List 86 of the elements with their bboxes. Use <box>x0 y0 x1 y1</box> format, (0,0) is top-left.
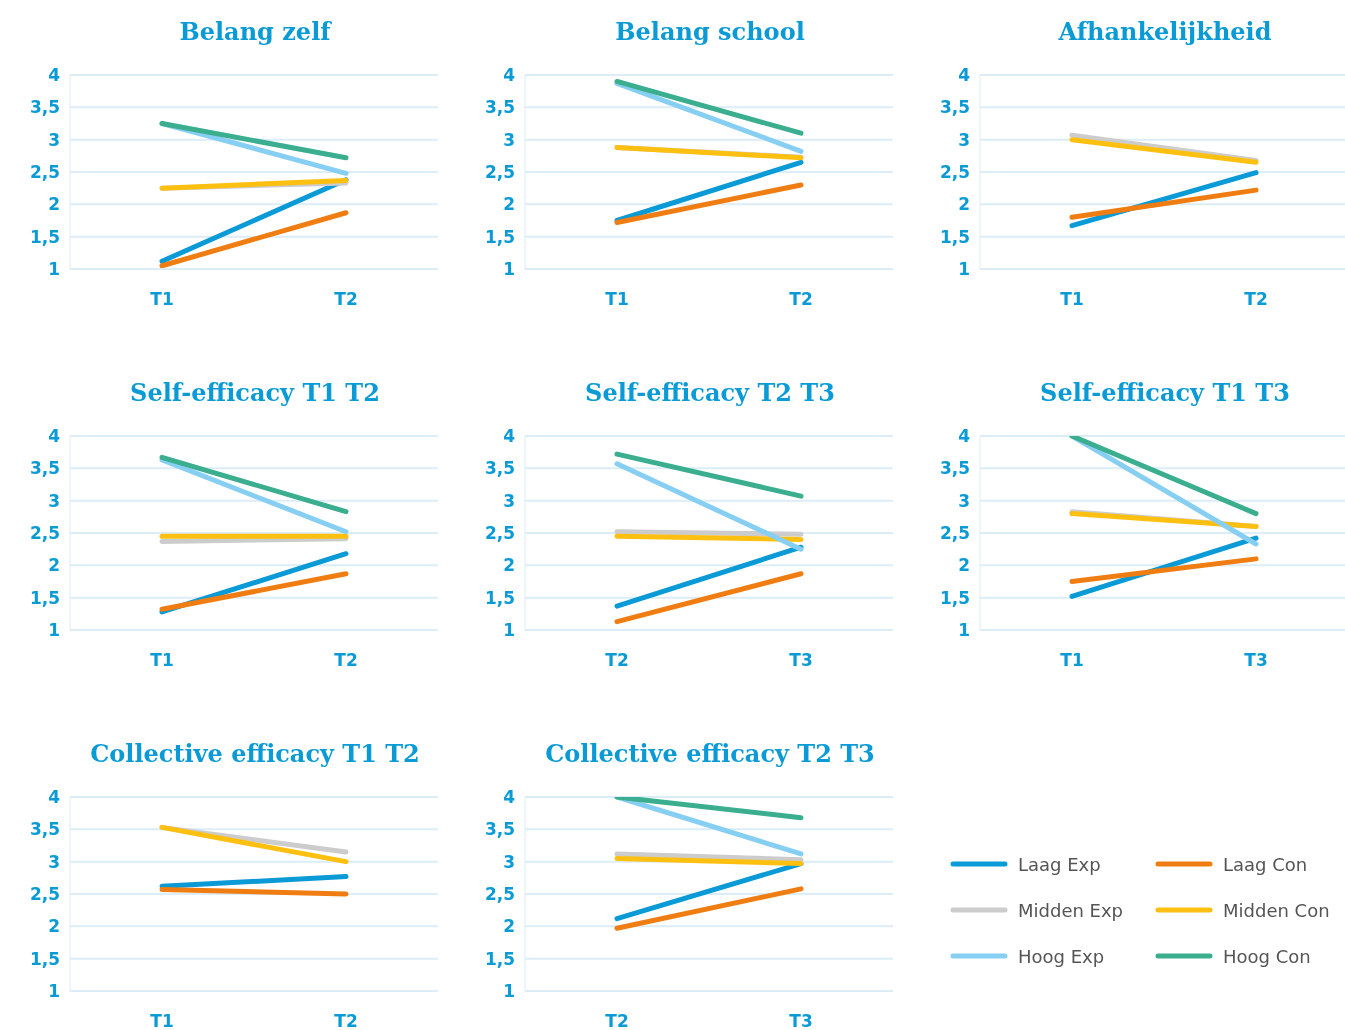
legend-label: Midden Con <box>1223 899 1330 921</box>
y-tick-label: 3,5 <box>484 97 515 118</box>
x-tick-label: T2 <box>605 650 629 671</box>
chart-title: Collective efficacy T2 T3 <box>544 737 876 770</box>
y-tick-label: 1 <box>503 620 515 641</box>
x-tick-label: T3 <box>789 650 813 671</box>
x-tick-label: T2 <box>334 650 358 671</box>
y-tick-label: 1,5 <box>939 226 970 247</box>
x-tick-label: T1 <box>605 289 629 310</box>
y-tick-label: 2 <box>958 194 970 215</box>
y-tick-label: 3 <box>48 129 60 150</box>
y-tick-label: 3 <box>48 851 60 872</box>
y-tick-label: 2,5 <box>939 523 970 544</box>
y-tick-label: 4 <box>958 426 971 447</box>
y-tick-label: 3 <box>503 851 515 872</box>
y-tick-label: 3 <box>503 129 515 150</box>
x-tick-label: T3 <box>1244 650 1268 671</box>
x-tick-label: T3 <box>789 1011 813 1030</box>
y-tick-label: 4 <box>48 426 61 447</box>
y-tick-label: 2,5 <box>29 162 60 183</box>
y-tick-label: 2,5 <box>29 523 60 544</box>
y-tick-label: 3,5 <box>29 458 60 479</box>
legend-label: Hoog Exp <box>1018 945 1105 967</box>
chart-title: Self-efficacy T1 T3 <box>1039 376 1291 409</box>
y-tick-label: 2,5 <box>484 162 515 183</box>
y-tick-label: 1,5 <box>939 587 970 608</box>
y-tick-label: 2,5 <box>939 162 970 183</box>
y-tick-label: 2 <box>503 194 515 215</box>
x-tick-label: T1 <box>150 1011 174 1030</box>
y-tick-label: 2 <box>503 916 515 937</box>
legend-label: Hoog Con <box>1223 945 1311 967</box>
y-tick-label: 2 <box>958 555 970 576</box>
y-tick-label: 4 <box>503 787 516 808</box>
y-tick-label: 1,5 <box>484 948 515 969</box>
y-tick-label: 2 <box>48 555 60 576</box>
x-tick-label: T2 <box>334 1011 358 1030</box>
y-tick-label: 1 <box>958 620 970 641</box>
y-tick-label: 3 <box>958 129 970 150</box>
legend-label: Laag Exp <box>1018 853 1101 875</box>
y-tick-label: 1,5 <box>484 226 515 247</box>
x-tick-label: T2 <box>789 289 813 310</box>
x-tick-label: T2 <box>605 1011 629 1030</box>
chart-title: Self-efficacy T2 T3 <box>584 376 836 409</box>
y-tick-label: 1 <box>958 259 970 280</box>
y-tick-label: 1 <box>48 259 60 280</box>
y-tick-label: 3 <box>48 490 60 511</box>
legend-label: Laag Con <box>1223 853 1308 875</box>
x-tick-label: T1 <box>1060 289 1084 310</box>
y-tick-label: 1 <box>503 259 515 280</box>
y-tick-label: 1 <box>48 620 60 641</box>
y-tick-label: 2,5 <box>484 523 515 544</box>
y-tick-label: 2 <box>48 194 60 215</box>
chart-title: Self-efficacy T1 T2 <box>129 376 381 409</box>
y-tick-label: 2 <box>48 916 60 937</box>
legend-label: Midden Exp <box>1018 899 1124 921</box>
y-tick-label: 3 <box>958 490 970 511</box>
y-tick-label: 3,5 <box>939 458 970 479</box>
y-tick-label: 3,5 <box>484 819 515 840</box>
chart-title: Afhankelijkheid <box>1057 15 1273 48</box>
y-tick-label: 4 <box>958 65 971 86</box>
y-tick-label: 4 <box>48 65 61 86</box>
y-tick-label: 1,5 <box>484 587 515 608</box>
chart-title: Belang school <box>614 15 806 48</box>
x-tick-label: T2 <box>1244 289 1268 310</box>
y-tick-label: 2,5 <box>29 884 60 905</box>
y-tick-label: 1 <box>503 981 515 1002</box>
y-tick-label: 3,5 <box>939 97 970 118</box>
y-tick-label: 1,5 <box>29 587 60 608</box>
y-tick-label: 2,5 <box>484 884 515 905</box>
y-tick-label: 4 <box>503 426 516 447</box>
y-tick-label: 2 <box>503 555 515 576</box>
y-tick-label: 3,5 <box>29 97 60 118</box>
y-tick-label: 3,5 <box>484 458 515 479</box>
chart-title: Collective efficacy T1 T2 <box>89 737 421 770</box>
y-tick-label: 4 <box>503 65 516 86</box>
x-tick-label: T1 <box>150 650 174 671</box>
x-tick-label: T2 <box>334 289 358 310</box>
x-tick-label: T1 <box>1060 650 1084 671</box>
y-tick-label: 1,5 <box>29 948 60 969</box>
y-tick-label: 3,5 <box>29 819 60 840</box>
y-tick-label: 1,5 <box>29 226 60 247</box>
chart-title: Belang zelf <box>178 15 333 48</box>
y-tick-label: 3 <box>503 490 515 511</box>
y-tick-label: 4 <box>48 787 61 808</box>
y-tick-label: 1 <box>48 981 60 1002</box>
x-tick-label: T1 <box>150 289 174 310</box>
